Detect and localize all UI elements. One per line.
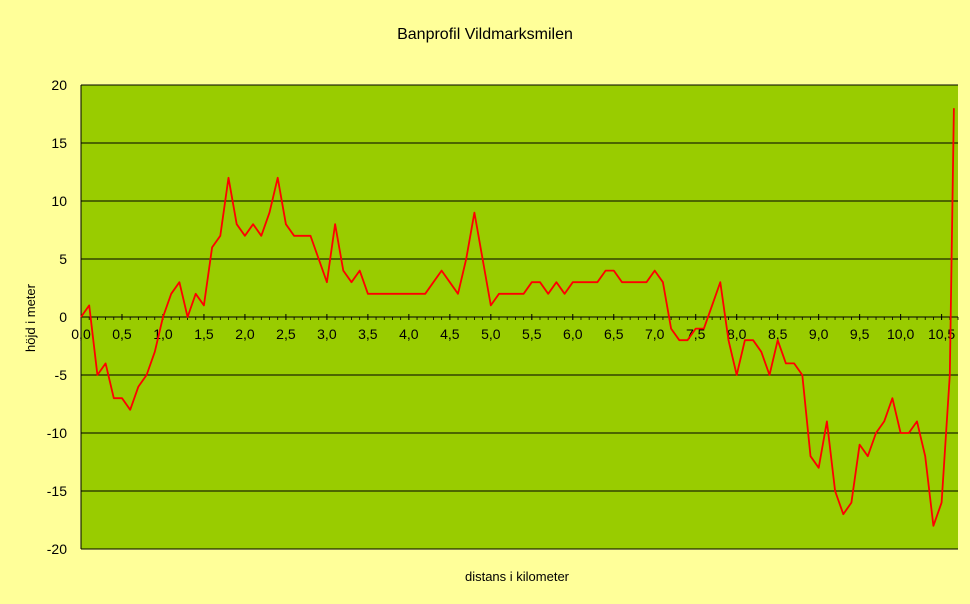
x-tick-label: 7,5 xyxy=(686,326,706,342)
y-tick-label: 20 xyxy=(51,77,67,93)
y-tick-label: -20 xyxy=(47,541,67,557)
x-tick-label: 8,0 xyxy=(727,326,747,342)
y-tick-label: 5 xyxy=(59,251,67,267)
y-tick-label: -15 xyxy=(47,483,67,499)
x-tick-label: 2,0 xyxy=(235,326,255,342)
x-tick-label: 0,0 xyxy=(71,326,91,342)
x-axis-label: distans i kilometer xyxy=(465,569,570,584)
x-tick-label: 9,0 xyxy=(809,326,829,342)
x-tick-label: 3,5 xyxy=(358,326,378,342)
y-tick-label: -5 xyxy=(55,367,68,383)
x-tick-label: 1,5 xyxy=(194,326,214,342)
x-tick-label: 8,5 xyxy=(768,326,788,342)
x-tick-label: 4,0 xyxy=(399,326,419,342)
y-tick-label: 10 xyxy=(51,193,67,209)
y-tick-label: 0 xyxy=(59,309,67,325)
x-tick-label: 10,5 xyxy=(928,326,955,342)
x-tick-label: 5,5 xyxy=(522,326,542,342)
x-tick-label: 0,5 xyxy=(112,326,132,342)
x-tick-label: 2,5 xyxy=(276,326,296,342)
elevation-line xyxy=(80,108,955,527)
x-tick-label: 3,0 xyxy=(317,326,337,342)
y-tick-label: -10 xyxy=(47,425,67,441)
chart-title: Banprofil Vildmarksmilen xyxy=(397,26,573,43)
y-tick-label: 15 xyxy=(51,135,67,151)
x-tick-label: 6,0 xyxy=(563,326,583,342)
x-tick-label: 5,0 xyxy=(481,326,501,342)
x-tick-label: 4,5 xyxy=(440,326,460,342)
x-tick-label: 7,0 xyxy=(645,326,665,342)
y-axis-label: höjd i meter xyxy=(23,283,38,352)
x-tick-label: 10,0 xyxy=(887,326,914,342)
x-tick-label: 1,0 xyxy=(153,326,173,342)
x-tick-label: 9,5 xyxy=(850,326,870,342)
x-tick-label: 6,5 xyxy=(604,326,624,342)
y-axis-ticks: 20 15 10 5 0 -5 -10 -15 -20 xyxy=(47,77,67,557)
